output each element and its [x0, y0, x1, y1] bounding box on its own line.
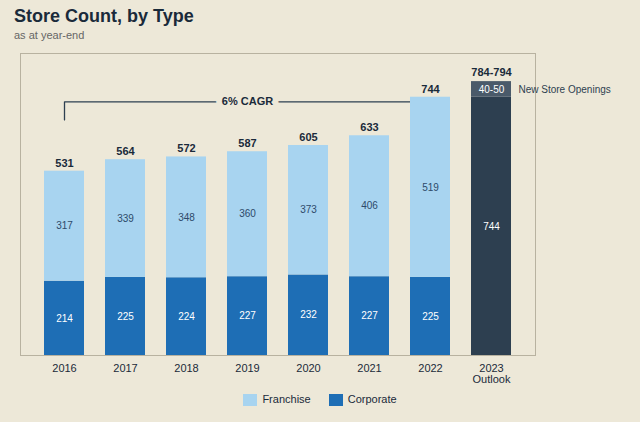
svg-text:317: 317 — [56, 220, 73, 231]
svg-text:2016: 2016 — [52, 362, 76, 374]
svg-text:564: 564 — [116, 145, 135, 157]
svg-text:348: 348 — [178, 212, 195, 223]
svg-text:2017: 2017 — [113, 362, 137, 374]
svg-text:2019: 2019 — [235, 362, 259, 374]
svg-text:2021: 2021 — [357, 362, 381, 374]
html-text:Franchise: Franchise — [262, 393, 311, 405]
svg-text:406: 406 — [361, 200, 378, 211]
svg-text:227: 227 — [361, 310, 378, 321]
svg-text:New Store Openings: New Store Openings — [519, 84, 611, 95]
svg-text:225: 225 — [422, 311, 439, 322]
svg-text:224: 224 — [178, 311, 195, 322]
svg-text:744: 744 — [421, 83, 440, 95]
html-text:Corporate: Corporate — [347, 393, 397, 405]
svg-text:214: 214 — [56, 313, 73, 324]
svg-text:744: 744 — [483, 221, 500, 232]
svg-text:225: 225 — [117, 311, 134, 322]
svg-text:2022: 2022 — [418, 362, 442, 374]
svg-text:2023Outlook: 2023Outlook — [473, 362, 511, 385]
svg-text:360: 360 — [239, 208, 256, 219]
html-text:as at year-end: as at year-end — [14, 29, 85, 41]
svg-text:587: 587 — [238, 137, 256, 149]
svg-text:605: 605 — [299, 131, 317, 143]
svg-text:531: 531 — [55, 157, 73, 169]
svg-text:633: 633 — [360, 121, 378, 133]
svg-text:784-794: 784-794 — [471, 66, 512, 78]
svg-text:6% CAGR: 6% CAGR — [222, 95, 273, 107]
svg-text:227: 227 — [239, 310, 256, 321]
html-text:Store Count, by Type: Store Count, by Type — [14, 6, 194, 26]
svg-text:232: 232 — [300, 309, 317, 320]
svg-text:40-50: 40-50 — [479, 84, 505, 95]
svg-text:373: 373 — [300, 204, 317, 215]
svg-text:519: 519 — [422, 182, 439, 193]
svg-text:339: 339 — [117, 213, 134, 224]
svg-text:572: 572 — [177, 142, 195, 154]
svg-text:2020: 2020 — [296, 362, 320, 374]
svg-text:2018: 2018 — [174, 362, 198, 374]
